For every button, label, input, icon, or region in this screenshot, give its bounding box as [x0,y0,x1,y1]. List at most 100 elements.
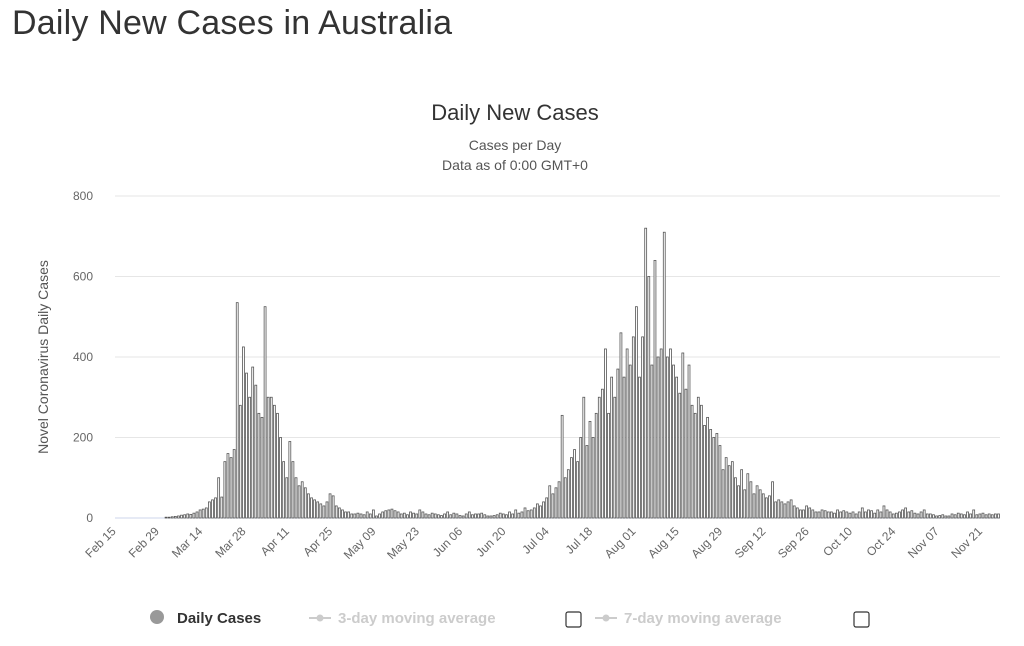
bar[interactable] [443,513,446,519]
bar[interactable] [817,511,821,519]
bar[interactable] [467,511,471,519]
bar[interactable] [898,511,901,519]
bar[interactable] [511,513,514,519]
bar[interactable] [854,513,858,519]
bar[interactable] [601,388,604,519]
bar[interactable] [440,515,443,519]
bar[interactable] [879,511,883,519]
bar[interactable] [681,352,685,519]
bar[interactable] [969,513,972,519]
bar[interactable] [752,493,756,519]
bar[interactable] [783,503,787,519]
bar[interactable] [384,510,388,519]
bar[interactable] [378,513,381,519]
bar[interactable] [229,457,233,519]
bar[interactable] [873,512,877,519]
bar[interactable] [427,514,431,519]
bar[interactable] [579,437,583,519]
bar[interactable] [724,457,728,519]
bar[interactable] [492,515,496,519]
bar[interactable] [566,469,570,519]
bar[interactable] [276,412,279,519]
bar[interactable] [208,501,211,519]
bar[interactable] [560,414,564,519]
bar[interactable] [554,487,558,519]
bar[interactable] [802,509,805,519]
bar[interactable] [625,348,629,519]
bar[interactable] [867,509,870,519]
bar[interactable] [597,396,601,519]
bar[interactable] [591,437,595,519]
legend-item-3day-average[interactable]: 3-day moving average [309,610,582,628]
bar[interactable] [833,512,836,519]
bar[interactable] [517,512,521,519]
bar[interactable] [365,511,369,519]
bar[interactable] [975,514,979,519]
bar[interactable] [696,396,700,519]
bar[interactable] [489,515,493,519]
bar[interactable] [740,469,743,519]
bar[interactable] [570,457,573,519]
bar[interactable] [272,404,276,519]
bar[interactable] [891,513,895,519]
bar[interactable] [501,513,505,519]
bar[interactable] [727,465,731,519]
bar[interactable] [359,513,363,519]
bar[interactable] [672,364,675,519]
bar[interactable] [446,511,450,519]
bar[interactable] [950,513,954,519]
bar[interactable] [721,469,725,519]
bar[interactable] [421,511,425,519]
bar[interactable] [375,515,378,519]
bar[interactable] [313,499,316,519]
bar[interactable] [563,477,567,519]
bar[interactable] [173,515,177,519]
bar[interactable] [684,388,688,519]
bar[interactable] [659,348,663,519]
bar[interactable] [836,509,839,519]
bar[interactable] [730,461,734,519]
bar[interactable] [430,512,434,519]
bar[interactable] [238,404,242,519]
bar[interactable] [204,507,208,519]
bar[interactable] [966,511,969,519]
bar[interactable] [396,511,400,519]
bar[interactable] [922,509,926,519]
bar[interactable] [947,515,951,519]
bar[interactable] [913,512,917,519]
bar[interactable] [929,513,932,519]
bar[interactable] [953,514,957,519]
bar[interactable] [334,505,338,519]
bar[interactable] [170,516,174,519]
bar[interactable] [777,499,781,519]
bar[interactable] [916,513,920,519]
bar[interactable] [820,509,824,519]
bar[interactable] [368,513,372,519]
bar[interactable] [520,511,524,519]
bar[interactable] [551,493,555,519]
bar[interactable] [452,512,456,519]
bar[interactable] [718,445,722,519]
bar[interactable] [582,396,586,519]
bar[interactable] [310,497,313,519]
bar[interactable] [771,481,774,519]
bar[interactable] [860,507,864,519]
bar[interactable] [706,416,709,519]
bar[interactable] [845,511,849,519]
bar[interactable] [650,364,654,519]
bar[interactable] [959,513,963,519]
bar[interactable] [195,511,199,519]
bar[interactable] [464,513,468,519]
bar[interactable] [700,404,703,519]
bar[interactable] [693,412,697,519]
bar[interactable] [356,512,360,519]
bar[interactable] [251,366,255,519]
bar[interactable] [316,501,320,519]
bar[interactable] [734,477,737,519]
bar[interactable] [842,510,846,519]
bar[interactable] [164,516,168,519]
bar[interactable] [665,356,669,519]
bar[interactable] [635,306,638,519]
bar[interactable] [644,227,648,519]
bar[interactable] [235,302,239,519]
